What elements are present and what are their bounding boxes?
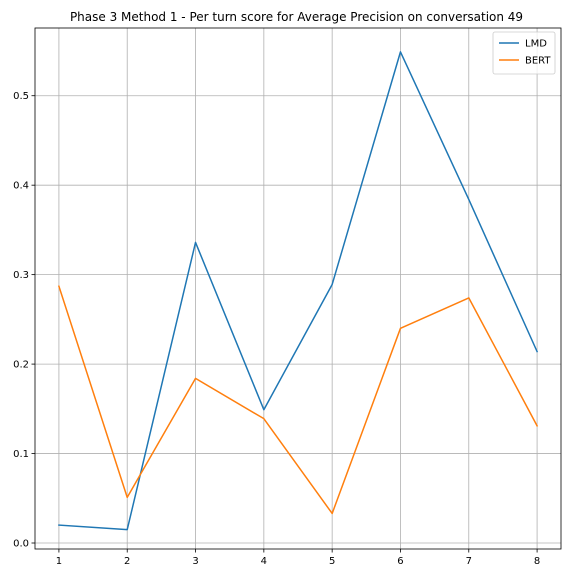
x-tick-label: 4: [261, 556, 267, 567]
legend-label-bert: BERT: [525, 56, 551, 67]
y-tick-label: 0.2: [13, 360, 29, 371]
x-tick-label: 8: [534, 556, 540, 567]
y-tick-label: 0.4: [13, 181, 29, 192]
x-tick-label: 3: [192, 556, 198, 567]
series-lines: [57, 51, 539, 531]
legend-label-lmd: LMD: [525, 39, 547, 50]
y-tick-label: 0.1: [13, 449, 29, 460]
y-tick-label: 0.0: [13, 539, 29, 550]
x-tick-label: 6: [397, 556, 403, 567]
plot-frame: [34, 27, 562, 550]
axis-ticks: 1 2 3 4 5 6 7 8 0.0 0.1 0.2 0.3 0.4 0.5: [13, 91, 540, 567]
y-tick-label: 0.3: [13, 270, 29, 281]
x-tick-label: 7: [466, 556, 472, 567]
y-tick-label: 0.5: [13, 91, 29, 102]
x-tick-label: 5: [329, 556, 335, 567]
series-line-bert: [57, 285, 539, 515]
chart-title: Phase 3 Method 1 - Per turn score for Av…: [70, 10, 523, 24]
x-tick-label: 1: [56, 556, 62, 567]
series-line-lmd: [58, 51, 539, 531]
gridlines: [35, 28, 561, 549]
x-tick-label: 2: [124, 556, 130, 567]
legend: LMD BERT: [492, 31, 556, 75]
